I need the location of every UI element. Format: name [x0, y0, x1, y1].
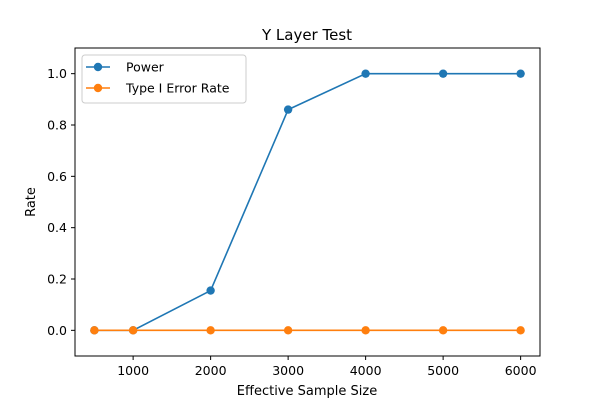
data-point: [283, 105, 293, 114]
y-tick-label: 0.2: [47, 272, 67, 287]
y-tick-label: 0.6: [47, 169, 67, 184]
legend-label: Power: [126, 60, 165, 75]
series-layer: [90, 69, 525, 335]
data-point: [361, 69, 370, 78]
x-tick-label: 3000: [272, 363, 304, 378]
x-tick-label: 5000: [427, 363, 459, 378]
legend: Power Type I Error Rate: [81, 54, 247, 104]
chart-title: Y Layer Test: [261, 26, 352, 44]
data-point: [516, 326, 525, 335]
y-tick-label: 0.8: [47, 118, 67, 133]
data-point: [283, 326, 293, 335]
data-point: [438, 326, 448, 335]
y-tick-label: 0.0: [47, 323, 67, 338]
x-tick-label: 1000: [117, 363, 149, 378]
legend-marker: [93, 83, 103, 93]
y-tick-label: 1.0: [47, 66, 67, 81]
y-axis-label: Rate: [24, 187, 39, 217]
x-tick-label: 6000: [505, 363, 537, 378]
y-axis: 0.0 0.2 0.4 0.6 0.8 1.0: [47, 66, 75, 338]
legend-frame: [81, 54, 247, 104]
legend-marker: [93, 62, 103, 72]
x-axis-label: Effective Sample Size: [237, 384, 377, 399]
data-point: [128, 326, 138, 335]
data-point: [516, 69, 525, 78]
data-point: [206, 286, 215, 295]
x-axis: 1000 2000 3000 4000 5000 6000: [117, 356, 537, 378]
data-point: [361, 326, 370, 335]
legend-label: Type I Error Rate: [125, 81, 230, 96]
x-tick-label: 2000: [195, 363, 227, 378]
data-point: [90, 326, 99, 335]
data-point: [438, 69, 448, 78]
data-point: [206, 326, 215, 335]
y-tick-label: 0.4: [47, 220, 67, 235]
x-tick-label: 4000: [350, 363, 382, 378]
